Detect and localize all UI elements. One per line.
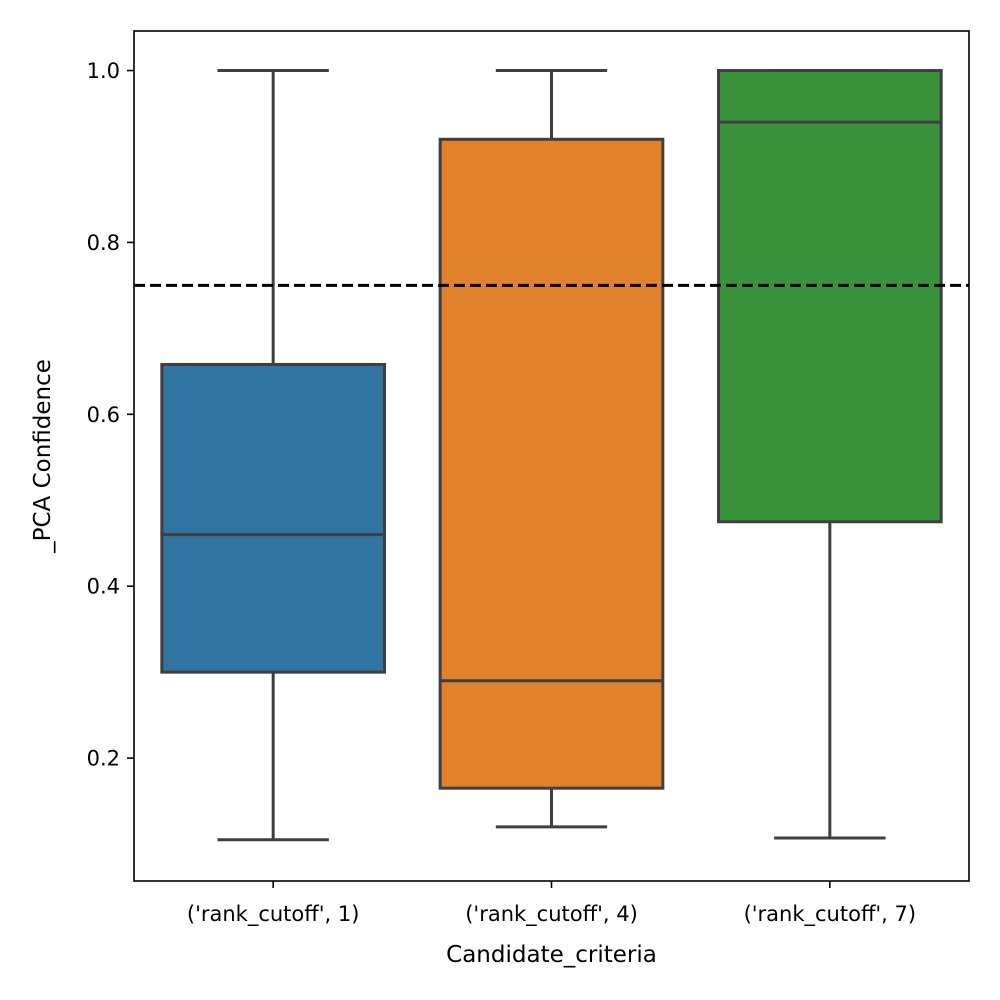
y-axis-title: _PCA Confidence xyxy=(30,359,56,554)
x-tick-label: ('rank_cutoff', 7) xyxy=(744,902,917,927)
x-axis: ('rank_cutoff', 1) ('rank_cutoff', 4) ('ra… xyxy=(187,881,916,927)
box-group-1 xyxy=(160,69,386,842)
iqr-box xyxy=(160,362,386,674)
x-tick-label: ('rank_cutoff', 4) xyxy=(465,902,638,927)
box-group-3 xyxy=(717,69,943,840)
iqr-box xyxy=(717,69,943,524)
iqr-box xyxy=(438,137,665,790)
y-tick-label: 1.0 xyxy=(87,59,120,83)
x-tick-label: ('rank_cutoff', 1) xyxy=(187,902,360,927)
y-tick-label: 0.6 xyxy=(87,403,120,427)
x-axis-title: Candidate_criteria xyxy=(446,942,657,968)
boxes-layer xyxy=(160,69,943,842)
box-group-2 xyxy=(438,69,665,829)
y-tick-label: 0.4 xyxy=(87,575,120,599)
y-axis: 0.2 0.4 0.6 0.8 1.0 xyxy=(87,59,134,771)
y-tick-label: 0.8 xyxy=(87,231,120,255)
y-tick-label: 0.2 xyxy=(87,747,120,771)
